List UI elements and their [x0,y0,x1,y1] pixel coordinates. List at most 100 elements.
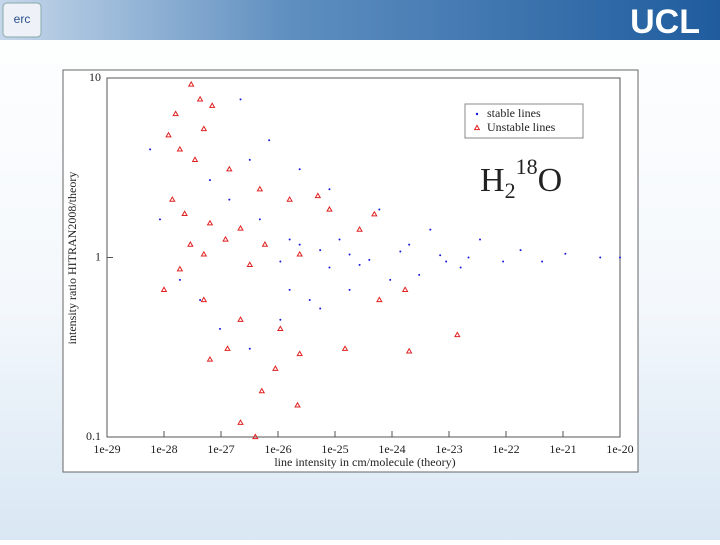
annotation-part: O [538,162,563,199]
point [418,273,421,276]
point [294,401,301,408]
point [187,80,195,87]
point [160,286,168,292]
point [196,95,204,102]
point [308,298,311,301]
point [348,253,351,256]
x-tick-label: 1e-23 [435,442,462,456]
point [298,168,301,171]
erc-logo: erc [14,12,31,26]
point [319,307,322,310]
ucl-logo: UCL [630,3,700,41]
annotation-part: 2 [505,178,516,203]
erc-logo-box [2,2,42,38]
point [288,238,291,241]
point [272,365,279,371]
point [445,260,448,263]
x-tick-label: 1e-27 [207,442,234,456]
legend-marker [475,112,479,116]
point [479,238,482,241]
x-axis-label: line intensity in cm/molecule (theory) [274,455,455,469]
point [268,139,271,142]
point [208,179,211,182]
point [341,345,349,351]
point [564,252,567,255]
point [459,266,462,269]
y-tick-label: 10 [89,70,101,84]
point [298,243,301,246]
point [319,249,322,252]
point [252,433,259,440]
point [286,196,293,202]
legend-marker [473,124,481,131]
point [368,258,371,261]
annotation-part: H [480,162,505,199]
point [502,260,505,263]
point [454,331,461,338]
point [328,188,331,191]
x-tick-label: 1e-28 [150,442,177,456]
point [158,218,161,221]
legend-box [464,103,584,139]
point [279,318,282,321]
point [439,254,442,257]
point [206,219,214,226]
point [348,288,351,291]
point [314,192,322,199]
point [224,345,231,351]
header-bar [0,0,720,40]
point [256,185,264,192]
point [258,218,261,221]
point [358,263,361,266]
y-tick-label: 0.1 [86,429,101,443]
point [200,296,208,303]
point [258,387,266,394]
point [248,347,251,350]
y-tick-label: 1 [95,249,101,263]
point [228,198,231,201]
point [200,125,208,132]
x-tick-label: 1e-29 [93,442,120,456]
point [222,235,229,242]
point [296,350,303,357]
point [169,196,176,202]
point [408,243,411,246]
point [389,278,392,281]
point [237,224,244,231]
point [239,98,242,101]
point [356,226,363,232]
y-axis-label: intensity ratio HITRAN2008/theory [65,172,79,345]
point [200,250,208,257]
point [181,210,188,216]
point [187,240,194,247]
point [176,265,184,272]
point [541,260,544,263]
point [519,249,522,252]
point [376,296,383,303]
point [261,240,269,247]
point [191,156,199,162]
point [399,250,402,253]
point [328,266,331,269]
point [619,256,621,259]
point [277,325,284,332]
point [218,327,221,330]
point [279,260,282,263]
point [401,286,409,292]
point [237,419,244,425]
point [338,238,341,241]
point [326,205,333,212]
point [206,355,214,362]
x-tick-label: 1e-26 [264,442,291,456]
point [172,110,179,117]
point [208,102,216,108]
point [226,165,233,172]
point [405,347,413,354]
legend-label: stable lines [487,106,541,120]
point [288,288,291,291]
point [296,250,303,257]
annotation: H218O [480,154,562,203]
point [378,208,381,211]
